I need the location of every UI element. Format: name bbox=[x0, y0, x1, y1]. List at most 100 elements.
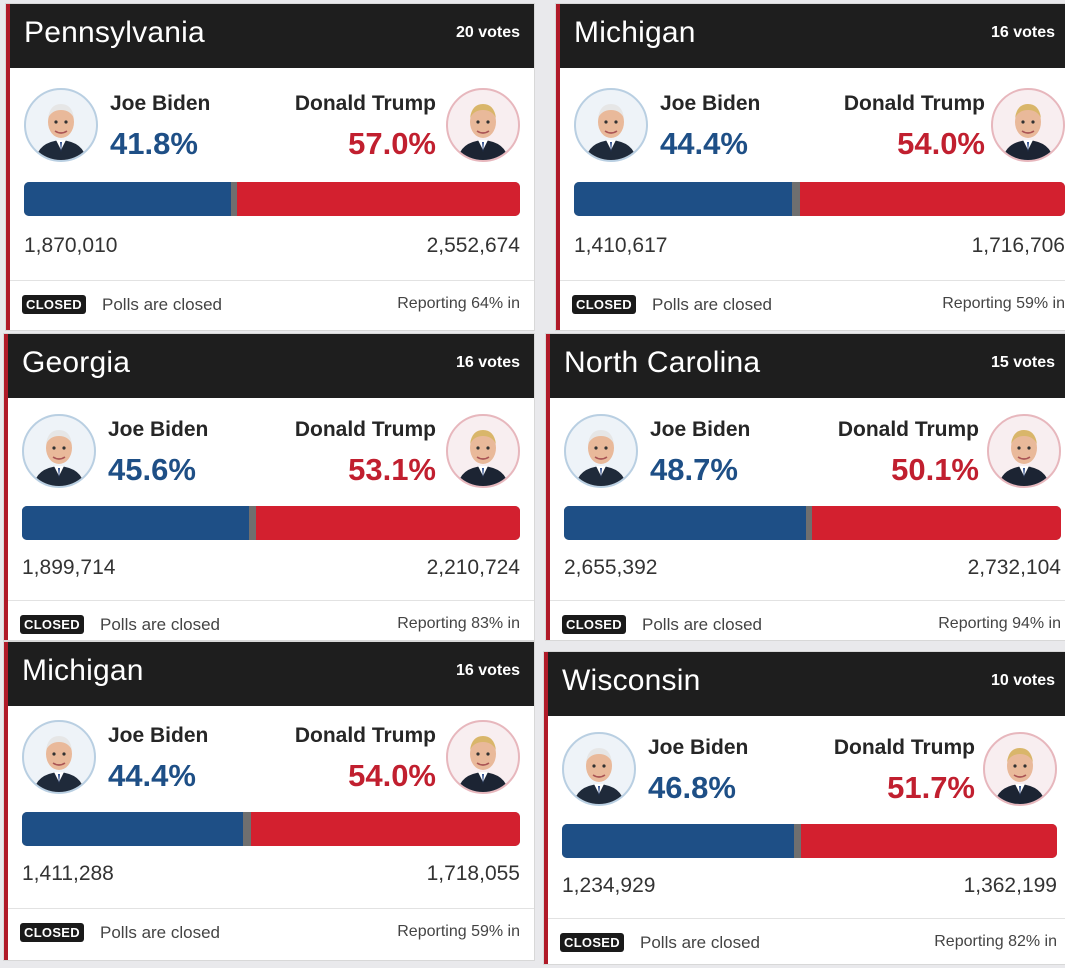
biden-vote-count: 1,411,288 bbox=[22, 862, 114, 885]
polls-status: Polls are closed bbox=[100, 923, 221, 942]
closed-badge: CLOSED bbox=[22, 295, 86, 314]
trump-share-fill bbox=[251, 812, 520, 846]
trump-avatar-icon bbox=[991, 88, 1065, 162]
biden-share-fill bbox=[574, 182, 792, 216]
biden-share-fill bbox=[564, 506, 807, 540]
reporting-status: Reporting 64% in bbox=[397, 295, 520, 312]
state-name: North Carolina bbox=[564, 346, 761, 379]
biden-percent: 44.4% bbox=[660, 126, 748, 161]
closed-badge: CLOSED bbox=[20, 923, 84, 942]
trump-percent: 51.7% bbox=[887, 770, 975, 805]
polls-status: Polls are closed bbox=[100, 615, 221, 634]
trump-vote-count: 2,732,104 bbox=[967, 556, 1061, 579]
state-card-pennsylvania[interactable]: Pennsylvania 20 votes Joe Biden 41.8% Do… bbox=[6, 4, 534, 330]
state-name: Michigan bbox=[574, 16, 696, 49]
state-card-michigan[interactable]: Michigan 16 votes Joe Biden 44.4% Donald… bbox=[556, 4, 1065, 330]
biden-vote-count: 1,899,714 bbox=[22, 556, 116, 579]
trump-avatar-icon bbox=[446, 414, 520, 488]
reporting-status: Reporting 59% in bbox=[942, 295, 1065, 312]
electoral-votes: 15 votes bbox=[990, 354, 1055, 371]
trump-percent: 57.0% bbox=[348, 126, 436, 161]
biden-avatar-icon bbox=[574, 88, 648, 162]
state-name: Wisconsin bbox=[562, 664, 701, 697]
closed-badge: CLOSED bbox=[572, 295, 636, 314]
vote-share-bar bbox=[564, 506, 1061, 540]
biden-avatar-icon bbox=[562, 732, 636, 806]
polls-status: Polls are closed bbox=[642, 615, 763, 634]
trump-percent: 53.1% bbox=[348, 452, 436, 487]
biden-percent: 45.6% bbox=[108, 452, 196, 487]
trump-vote-count: 1,362,199 bbox=[963, 874, 1057, 897]
biden-name: Joe Biden bbox=[648, 736, 749, 759]
closed-badge: CLOSED bbox=[20, 615, 84, 634]
trump-share-fill bbox=[255, 506, 520, 540]
state-card-georgia[interactable]: Georgia 16 votes Joe Biden 45.6% Donald … bbox=[4, 334, 534, 640]
biden-avatar-icon bbox=[24, 88, 98, 162]
trump-name: Donald Trump bbox=[294, 92, 436, 115]
biden-percent: 46.8% bbox=[648, 770, 736, 805]
biden-share-fill bbox=[562, 824, 794, 858]
state-name: Georgia bbox=[22, 346, 131, 379]
trump-name: Donald Trump bbox=[294, 724, 436, 747]
trump-avatar-icon bbox=[446, 88, 520, 162]
biden-vote-count: 1,234,929 bbox=[562, 874, 656, 897]
biden-avatar-icon bbox=[22, 720, 96, 794]
biden-name: Joe Biden bbox=[660, 92, 761, 115]
card-footer: CLOSED Polls are closed Reporting 82% in bbox=[548, 918, 1065, 964]
trump-name: Donald Trump bbox=[843, 92, 985, 115]
biden-avatar-icon bbox=[22, 414, 96, 488]
biden-vote-count: 1,870,010 bbox=[24, 234, 118, 257]
vote-share-bar bbox=[22, 506, 520, 540]
biden-share-fill bbox=[22, 506, 250, 540]
biden-vote-count: 1,410,617 bbox=[574, 234, 668, 257]
electoral-votes: 16 votes bbox=[455, 354, 520, 371]
electoral-votes: 20 votes bbox=[455, 24, 520, 41]
reporting-status: Reporting 82% in bbox=[934, 933, 1057, 950]
reporting-status: Reporting 83% in bbox=[397, 615, 520, 632]
card-footer: CLOSED Polls are closed Reporting 83% in bbox=[8, 600, 534, 640]
polls-status: Polls are closed bbox=[102, 295, 223, 314]
vote-share-bar bbox=[22, 812, 520, 846]
state-card-north-carolina[interactable]: North Carolina 15 votes Joe Biden 48.7% … bbox=[546, 334, 1065, 640]
trump-share-fill bbox=[237, 182, 520, 216]
biden-vote-count: 2,655,392 bbox=[564, 556, 658, 579]
biden-share-fill bbox=[24, 182, 232, 216]
trump-vote-count: 1,716,706 bbox=[971, 234, 1065, 257]
trump-avatar-icon bbox=[987, 414, 1061, 488]
vote-share-bar bbox=[24, 182, 520, 216]
trump-percent: 50.1% bbox=[891, 452, 979, 487]
closed-badge: CLOSED bbox=[562, 615, 626, 634]
biden-name: Joe Biden bbox=[650, 418, 751, 441]
trump-name: Donald Trump bbox=[294, 418, 436, 441]
biden-percent: 48.7% bbox=[650, 452, 738, 487]
trump-percent: 54.0% bbox=[897, 126, 985, 161]
card-footer: CLOSED Polls are closed Reporting 59% in bbox=[8, 908, 534, 959]
reporting-status: Reporting 59% in bbox=[397, 923, 520, 940]
trump-percent: 54.0% bbox=[348, 758, 436, 793]
state-card-wisconsin[interactable]: Wisconsin 10 votes Joe Biden 46.8% Donal… bbox=[544, 652, 1065, 964]
trump-avatar-icon bbox=[446, 720, 520, 794]
card-header: Michigan 16 votes bbox=[8, 642, 534, 706]
card-header: Wisconsin 10 votes bbox=[548, 652, 1065, 716]
state-name: Pennsylvania bbox=[24, 16, 205, 49]
polls-status: Polls are closed bbox=[640, 933, 761, 952]
card-footer: CLOSED Polls are closed Reporting 59% in bbox=[560, 280, 1065, 330]
electoral-votes: 16 votes bbox=[990, 24, 1055, 41]
card-header: Georgia 16 votes bbox=[8, 334, 534, 398]
closed-badge: CLOSED bbox=[560, 933, 624, 952]
trump-name: Donald Trump bbox=[833, 736, 975, 759]
trump-share-fill bbox=[799, 182, 1065, 216]
electoral-votes: 16 votes bbox=[455, 662, 520, 679]
state-name: Michigan bbox=[22, 654, 144, 687]
card-header: Pennsylvania 20 votes bbox=[10, 4, 534, 68]
biden-share-fill bbox=[22, 812, 244, 846]
card-header: Michigan 16 votes bbox=[560, 4, 1065, 68]
trump-share-fill bbox=[801, 824, 1057, 858]
card-header: North Carolina 15 votes bbox=[550, 334, 1065, 398]
biden-avatar-icon bbox=[564, 414, 638, 488]
biden-name: Joe Biden bbox=[108, 724, 209, 747]
biden-percent: 44.4% bbox=[108, 758, 196, 793]
electoral-votes: 10 votes bbox=[990, 672, 1055, 689]
card-footer: CLOSED Polls are closed Reporting 64% in bbox=[10, 280, 534, 330]
state-card-michigan-2[interactable]: Michigan 16 votes Joe Biden 44.4% Donald… bbox=[4, 642, 534, 960]
